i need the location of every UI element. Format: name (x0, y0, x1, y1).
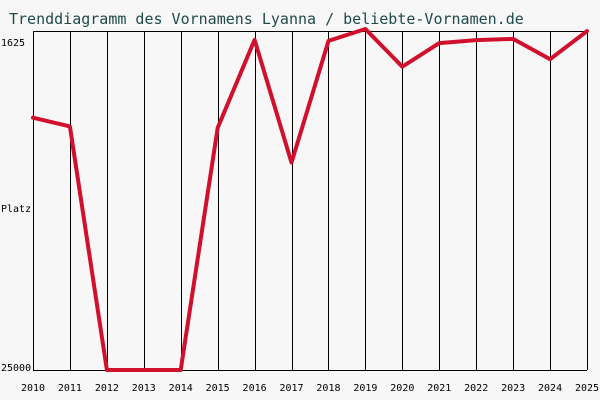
x-tick-label-2012: 2012 (95, 383, 119, 394)
x-tick-label-2020: 2020 (390, 383, 414, 394)
grid-layer (33, 31, 588, 370)
x-tick-label-2019: 2019 (353, 383, 377, 394)
x-tick-label-2013: 2013 (132, 383, 156, 394)
y-axis-label: Platz (1, 204, 31, 215)
series-layer (31, 27, 589, 372)
label-layer: 2010 2011 2012 2013 2014 2015 2016 2017 2018 2019… (1, 38, 599, 394)
x-tick-label-2016: 2016 (243, 383, 267, 394)
series-line (31, 27, 589, 372)
x-tick-label-2010: 2010 (21, 383, 45, 394)
x-tick-label-2022: 2022 (464, 383, 488, 394)
x-tick-label-2024: 2024 (538, 383, 562, 394)
chart-title: Trenddiagramm des Vornamens Lyanna / bel… (9, 10, 524, 28)
x-tick-label-2017: 2017 (279, 383, 303, 394)
x-tick-label-2025: 2025 (575, 383, 599, 394)
x-tick-label-2021: 2021 (427, 383, 451, 394)
x-tick-label-2015: 2015 (206, 383, 230, 394)
x-tick-label-2023: 2023 (501, 383, 525, 394)
x-tick-label-2018: 2018 (316, 383, 340, 394)
y-tick-label-bottom: 25000 (1, 363, 31, 374)
x-tick-label-2014: 2014 (169, 383, 193, 394)
x-tick-label-2011: 2011 (58, 383, 82, 394)
y-tick-label-top: 1625 (1, 38, 25, 49)
